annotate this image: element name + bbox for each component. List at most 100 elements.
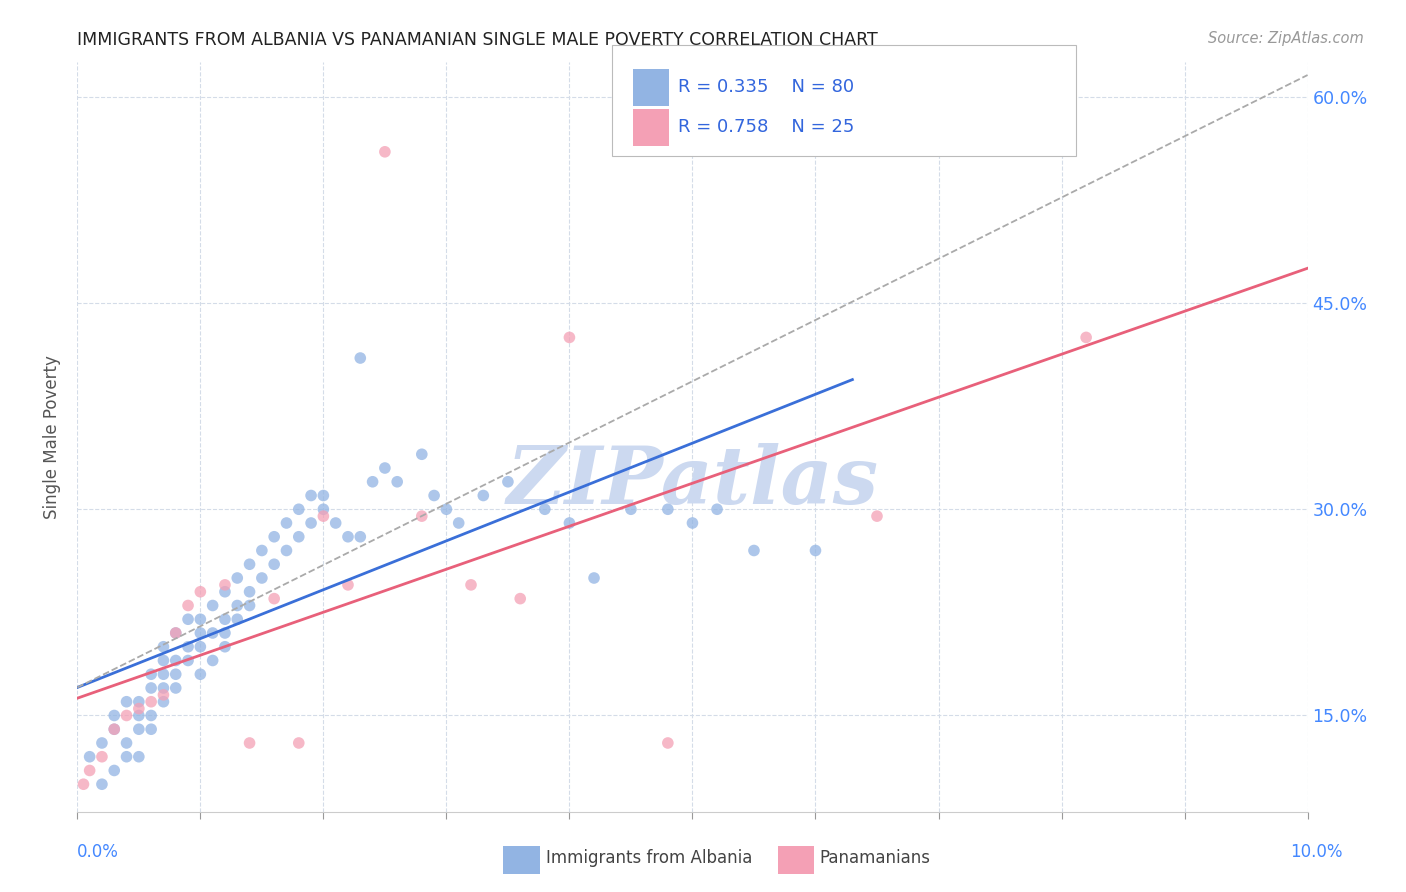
Point xyxy=(620,502,643,516)
Y-axis label: Single Male Poverty: Single Male Poverty xyxy=(44,355,62,519)
Point xyxy=(115,736,138,750)
Point xyxy=(115,749,138,764)
Point xyxy=(90,749,114,764)
Text: Panamanians: Panamanians xyxy=(820,849,931,867)
Point xyxy=(177,640,200,654)
Point xyxy=(239,584,262,599)
Point xyxy=(214,640,236,654)
Point xyxy=(128,708,150,723)
Point xyxy=(188,612,212,626)
Point xyxy=(165,626,187,640)
Point xyxy=(349,530,371,544)
Point xyxy=(239,558,262,572)
Point xyxy=(349,351,371,365)
Text: 0.0%: 0.0% xyxy=(77,843,120,861)
Point xyxy=(239,736,262,750)
Point xyxy=(288,502,311,516)
Point xyxy=(226,599,249,613)
Point xyxy=(177,612,200,626)
Text: R = 0.335    N = 80: R = 0.335 N = 80 xyxy=(678,78,853,95)
Point xyxy=(682,516,704,530)
Text: R = 0.758    N = 25: R = 0.758 N = 25 xyxy=(678,118,853,136)
Point xyxy=(128,701,150,715)
Point xyxy=(128,749,150,764)
Point xyxy=(226,571,249,585)
Point xyxy=(239,599,262,613)
Point xyxy=(165,626,187,640)
Point xyxy=(706,502,728,516)
Point xyxy=(804,543,827,558)
Point xyxy=(276,543,298,558)
Point xyxy=(436,502,458,516)
Point xyxy=(657,736,679,750)
Point xyxy=(201,653,224,667)
Point xyxy=(325,516,347,530)
Point xyxy=(214,584,236,599)
Point xyxy=(250,571,273,585)
Point xyxy=(152,640,174,654)
Point xyxy=(214,612,236,626)
Point xyxy=(152,688,174,702)
Point xyxy=(201,626,224,640)
Point xyxy=(141,681,163,695)
Point xyxy=(72,777,94,791)
Point xyxy=(866,509,889,524)
Point xyxy=(374,145,396,159)
Point xyxy=(288,736,311,750)
Text: 10.0%: 10.0% xyxy=(1291,843,1343,861)
Point xyxy=(226,612,249,626)
Point xyxy=(214,578,236,592)
Point xyxy=(385,475,409,489)
Point xyxy=(657,502,679,516)
Point xyxy=(128,695,150,709)
Point xyxy=(460,578,482,592)
Point xyxy=(188,626,212,640)
Point xyxy=(558,330,581,344)
Point xyxy=(115,695,138,709)
Point xyxy=(103,723,125,737)
Point xyxy=(141,667,163,681)
Point xyxy=(141,695,163,709)
Point xyxy=(742,543,765,558)
Point xyxy=(558,516,581,530)
Point xyxy=(583,571,606,585)
Point xyxy=(337,578,360,592)
Point xyxy=(165,667,187,681)
Point xyxy=(128,723,150,737)
Point xyxy=(299,489,322,503)
Point xyxy=(214,626,236,640)
Point xyxy=(141,708,163,723)
Point xyxy=(263,558,285,572)
Point xyxy=(177,653,200,667)
Point xyxy=(79,764,101,778)
Point xyxy=(152,667,174,681)
Point xyxy=(250,543,273,558)
Point xyxy=(165,653,187,667)
Point xyxy=(276,516,298,530)
Point xyxy=(534,502,557,516)
Point xyxy=(152,695,174,709)
Point xyxy=(152,681,174,695)
Point xyxy=(312,489,335,503)
Point xyxy=(447,516,470,530)
Point xyxy=(141,723,163,737)
Text: ZIPatlas: ZIPatlas xyxy=(506,443,879,521)
Point xyxy=(472,489,495,503)
Point xyxy=(90,777,114,791)
Point xyxy=(103,708,125,723)
Point xyxy=(103,723,125,737)
Point xyxy=(423,489,446,503)
Point xyxy=(411,509,433,524)
Point xyxy=(263,530,285,544)
Point xyxy=(361,475,384,489)
Point xyxy=(115,708,138,723)
Point xyxy=(188,640,212,654)
Text: Immigrants from Albania: Immigrants from Albania xyxy=(546,849,752,867)
Point xyxy=(496,475,519,489)
Point xyxy=(509,591,531,606)
Point xyxy=(312,509,335,524)
Point xyxy=(188,667,212,681)
Point xyxy=(299,516,322,530)
Point xyxy=(79,749,101,764)
Point xyxy=(188,584,212,599)
